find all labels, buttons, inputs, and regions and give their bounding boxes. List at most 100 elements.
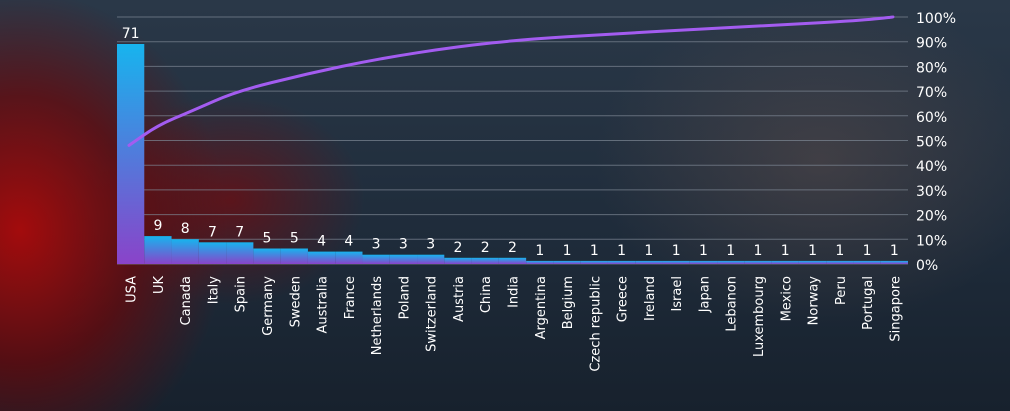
value-label: 3	[426, 237, 435, 253]
bar	[798, 260, 827, 264]
category-label: UK	[152, 276, 167, 295]
category-label: Switzerland	[425, 276, 440, 352]
category-label: Italy	[206, 276, 221, 305]
value-label: 9	[153, 218, 162, 234]
bar	[717, 260, 745, 264]
bar	[553, 260, 581, 264]
category-label: India	[507, 276, 522, 308]
category-label: Lebanon	[725, 276, 740, 332]
bar	[144, 236, 172, 264]
bar	[498, 257, 527, 264]
bar	[253, 248, 281, 264]
value-label: 1	[699, 243, 708, 259]
value-label: 5	[263, 231, 272, 247]
bar	[635, 260, 663, 264]
category-label: Germany	[261, 276, 276, 336]
bar	[226, 242, 254, 264]
value-label: 1	[535, 243, 544, 259]
value-label: 1	[590, 243, 599, 259]
value-label: 7	[208, 224, 217, 240]
category-label: Norway	[807, 276, 822, 326]
value-label: 5	[290, 231, 299, 247]
bar	[335, 251, 363, 264]
category-label: Austria	[452, 276, 467, 322]
category-label: Peru	[834, 276, 849, 305]
category-label: Greece	[616, 276, 631, 322]
axis-tick-label: 40%	[916, 159, 947, 175]
bar	[471, 257, 499, 264]
value-label: 71	[122, 26, 140, 42]
axis-tick-label: 20%	[916, 209, 947, 225]
value-label: 1	[835, 243, 844, 259]
axis-tick-label: 10%	[916, 233, 947, 249]
category-label: Ireland	[643, 276, 658, 321]
category-label: Canada	[179, 276, 194, 325]
bar	[389, 254, 418, 264]
bar	[280, 248, 308, 264]
bar	[771, 260, 799, 264]
value-label: 1	[563, 243, 572, 259]
category-label: Luxembourg	[752, 276, 767, 357]
category-label: Israel	[670, 276, 685, 312]
value-label: 7	[235, 224, 244, 240]
bar	[117, 44, 145, 264]
bar	[444, 257, 472, 264]
axis-tick-label: 50%	[916, 135, 947, 151]
category-label: Spain	[234, 276, 249, 312]
value-label: 2	[453, 240, 462, 256]
axis-tick-label: 0%	[916, 258, 938, 274]
value-label: 4	[344, 234, 353, 250]
bar	[662, 260, 690, 264]
value-label: 1	[726, 243, 735, 259]
bar	[362, 254, 390, 264]
axis-tick-label: 60%	[916, 110, 947, 126]
category-label: Czech republic	[588, 276, 603, 372]
value-label: 1	[754, 243, 763, 259]
value-label: 1	[863, 243, 872, 259]
category-label: France	[343, 276, 358, 319]
value-label: 2	[481, 240, 490, 256]
category-labels: USA UK Canada Italy Spain Germany Sweden Austra…	[125, 276, 904, 372]
category-label: Japan	[697, 276, 712, 313]
category-label: China	[479, 276, 494, 313]
axis-tick-label: 100%	[916, 11, 956, 27]
bar	[689, 260, 718, 264]
category-label: Australia	[316, 276, 331, 334]
bar	[744, 260, 772, 264]
category-label: Netherlands	[370, 276, 385, 355]
bar	[607, 260, 636, 264]
axis-tick-label: 30%	[916, 184, 947, 200]
bar	[580, 260, 608, 264]
category-label: Poland	[397, 276, 412, 319]
bar	[526, 260, 554, 264]
bar	[880, 260, 908, 264]
bar	[826, 260, 854, 264]
value-label: 4	[317, 234, 326, 250]
value-label: 1	[808, 243, 817, 259]
value-label: 1	[890, 243, 899, 259]
value-labels: 71 9 8 7 7 5 5 4 4 3 3 3 2 2 2 1 1 1 1 1 1 1 1 1 1 1 1 1 1	[122, 26, 899, 259]
category-label: Belgium	[561, 276, 576, 329]
cumulative-percent-line	[127, 15, 895, 147]
category-label: USA	[125, 276, 140, 303]
axis-tick-label: 90%	[916, 36, 947, 52]
bar	[198, 242, 227, 264]
value-label: 1	[781, 243, 790, 259]
bar	[307, 251, 336, 264]
value-label: 2	[508, 240, 517, 256]
bar	[171, 239, 199, 264]
category-label: Sweden	[288, 276, 303, 327]
value-label: 1	[672, 243, 681, 259]
category-label: Singapore	[888, 276, 903, 342]
value-label: 1	[617, 243, 626, 259]
category-label: Portugal	[861, 276, 876, 330]
secondary-axis-ticks: 0% 10% 20% 30% 40% 50% 60% 70% 80% 90% 100%	[916, 11, 956, 274]
category-label: Mexico	[779, 276, 794, 321]
bar	[853, 260, 881, 264]
axis-tick-label: 70%	[916, 85, 947, 101]
axis-tick-label: 80%	[916, 60, 947, 76]
value-label: 8	[181, 221, 190, 237]
bars	[117, 44, 908, 264]
